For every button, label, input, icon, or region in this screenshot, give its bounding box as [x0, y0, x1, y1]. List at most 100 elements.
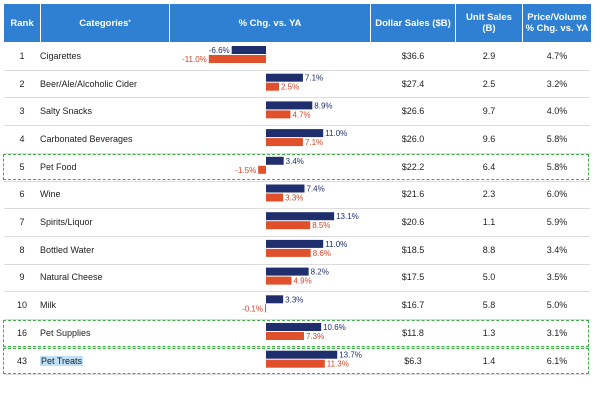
row-unit-sales: 1.4 [482, 355, 496, 366]
row-category: Salty Snacks [40, 106, 93, 117]
header-unit-sales: Unit Sales (B) [456, 4, 522, 42]
dollar-bar-label: 7.4% [306, 185, 324, 194]
dollar-bar [266, 323, 322, 331]
unit-bar-label: 7.3% [306, 332, 324, 341]
dollar-bar-label: 13.7% [339, 351, 362, 360]
row-dollar-sales: $20.6 [401, 217, 425, 228]
row-price-volume: 3.4% [546, 244, 568, 255]
dollar-bar-label: 7.1% [305, 74, 323, 83]
row-dollar-sales: $18.5 [401, 244, 425, 255]
row-price-volume: 6.1% [546, 355, 568, 366]
row-category: Pet Supplies [40, 327, 91, 338]
row-rank: 6 [19, 189, 25, 200]
row-divider [4, 152, 590, 154]
row-rank: 10 [16, 300, 27, 311]
row-unit-sales: 6.4 [482, 161, 496, 172]
dollar-bar [266, 129, 324, 138]
row-divider [4, 208, 590, 210]
row-divider [4, 374, 590, 376]
row-category: Pet Food [40, 161, 77, 172]
row-divider [4, 125, 590, 127]
highlight-box [3, 153, 589, 181]
row-price-volume: 6.0% [546, 189, 568, 200]
row-unit-sales: 5.0 [482, 272, 496, 283]
unit-bar [266, 248, 311, 257]
row-category: Spirits/Liquor [40, 217, 93, 228]
selected-category-text[interactable]: Pet Treats [40, 355, 84, 366]
row-dollar-sales: $36.6 [401, 50, 425, 61]
dollar-bar-label: 3.3% [285, 295, 303, 304]
row-category: Natural Cheese [40, 272, 103, 283]
row-dollar-sales: $26.6 [401, 106, 425, 117]
unit-bar [208, 55, 266, 63]
row-unit-sales: 8.8 [482, 244, 496, 255]
row-rank: 8 [19, 244, 25, 255]
row-dollar-sales: $17.5 [401, 272, 425, 283]
row-divider [4, 235, 590, 237]
dollar-bar-label: 3.4% [286, 157, 304, 166]
unit-bar-label: 8.5% [312, 221, 330, 230]
dollar-bar-label: 13.1% [336, 212, 359, 221]
dollar-bar [231, 46, 266, 54]
row-dollar-sales: $16.7 [401, 300, 425, 311]
unit-bar [265, 304, 266, 313]
row-dollar-sales: $22.2 [401, 161, 425, 172]
row-divider [4, 97, 590, 99]
header-categories: Categories * [41, 4, 169, 42]
dollar-bar [266, 156, 284, 165]
row-dollar-sales: $6.3 [404, 355, 422, 366]
row-rank: 3 [19, 106, 25, 117]
dollar-bar-label: 10.6% [323, 323, 346, 332]
row-category: Beer/Ale/Alcoholic Cider [40, 78, 138, 89]
row-category: Carbonated Beverages [40, 133, 133, 144]
row-category: Wine [40, 189, 61, 200]
dollar-bar-label: -6.6% [209, 46, 230, 55]
unit-bar [266, 82, 279, 91]
unit-bar [266, 138, 303, 147]
row-rank: 9 [19, 272, 25, 283]
dollar-bar [266, 350, 338, 359]
dollar-bar-label: 8.9% [314, 101, 332, 110]
unit-bar-label: 4.7% [292, 110, 310, 119]
dollar-bar-label: 8.2% [311, 268, 329, 277]
header-unit-sales-line2: (B) [482, 23, 496, 34]
row-unit-sales: 2.9 [482, 50, 496, 61]
dollar-bar [266, 212, 335, 221]
row-rank: 16 [16, 327, 27, 338]
header-categories-label: Categories [79, 17, 129, 29]
row-price-volume: 4.0% [546, 106, 568, 117]
row-dollar-sales: $27.4 [401, 78, 425, 89]
unit-bar-label: -0.1% [242, 304, 263, 313]
dollar-bar [266, 184, 305, 193]
dollar-bar [266, 267, 309, 276]
highlight-box [3, 320, 589, 347]
unit-bar [266, 193, 284, 202]
row-dollar-sales: $21.6 [401, 189, 425, 200]
row-price-volume: 5.8% [546, 133, 568, 144]
header-price-volume-line2: % Chg. vs. YA [525, 23, 589, 34]
row-price-volume: 3.2% [546, 78, 568, 89]
row-unit-sales: 5.8 [482, 300, 496, 311]
header-price-volume-line1: Price/Volume [527, 12, 587, 23]
row-category: Cigarettes [40, 50, 82, 61]
row-dollar-sales: $11.8 [402, 327, 424, 338]
dollar-bar-label: 11.0% [325, 129, 347, 138]
row-price-volume: 5.0% [546, 300, 568, 311]
row-price-volume: 5.8% [546, 161, 568, 172]
row-divider [4, 346, 590, 348]
highlight-box [3, 347, 589, 375]
unit-bar-label: 3.3% [285, 194, 303, 203]
row-divider [4, 180, 590, 182]
unit-bar-label: 7.1% [305, 138, 323, 147]
row-divider [4, 69, 590, 71]
row-category: Milk [40, 300, 56, 311]
unit-bar [266, 276, 292, 285]
row-rank: 43 [16, 355, 27, 366]
unit-bar-label: 11.3% [327, 360, 349, 369]
row-price-volume: 3.5% [546, 272, 568, 283]
row-price-volume: 5.9% [546, 217, 568, 228]
unit-bar [266, 221, 311, 230]
row-unit-sales: 1.1 [482, 217, 496, 228]
row-rank: 2 [19, 78, 25, 89]
row-price-volume: 4.7% [546, 50, 568, 61]
